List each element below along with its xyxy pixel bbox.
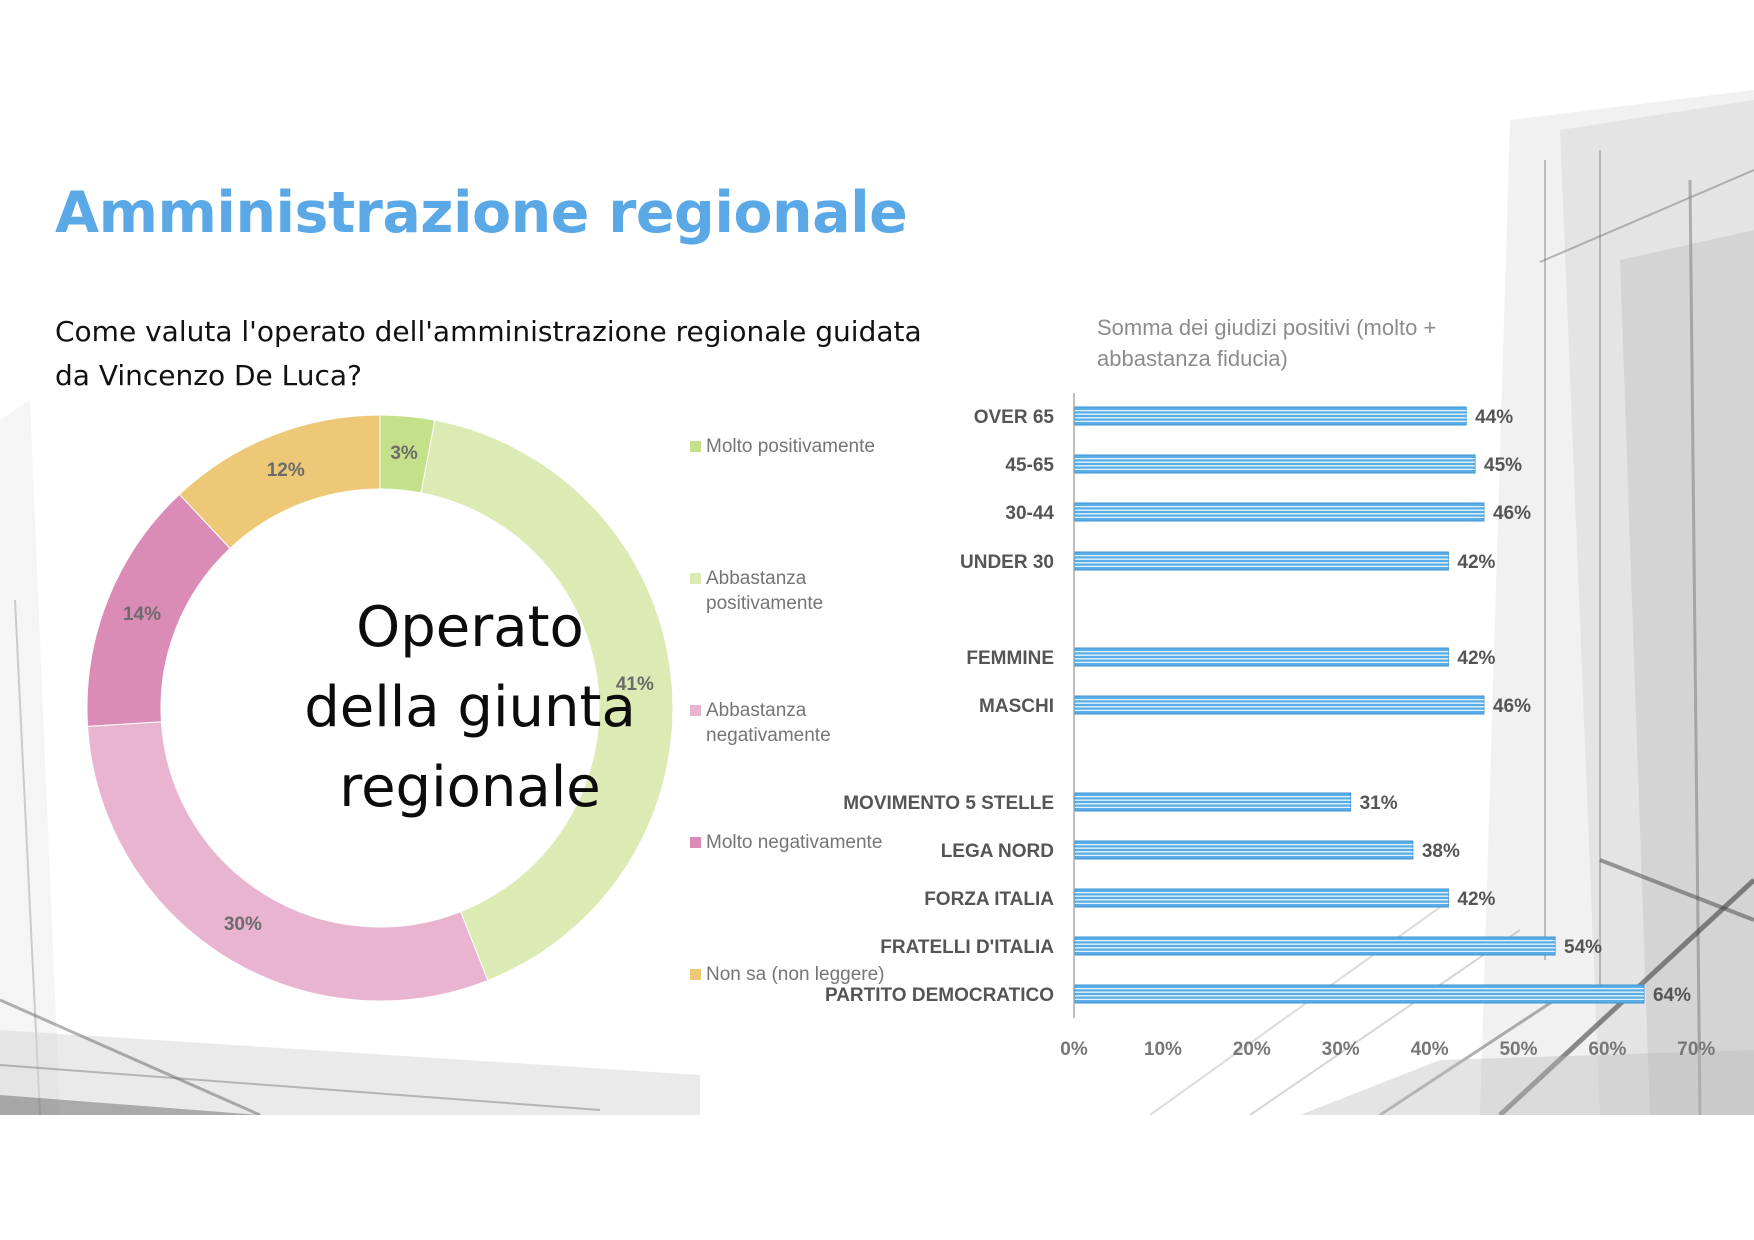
- donut-center-line-2: della giunta: [304, 675, 636, 740]
- background-architecture-image: [0, 90, 1754, 1115]
- donut-legend: Molto positivamente Abbastanza positivam…: [690, 434, 890, 1094]
- bar-x-tick-label: 20%: [1233, 1039, 1271, 1060]
- bar: [1074, 647, 1449, 667]
- bar-data-label: 45%: [1484, 455, 1522, 476]
- legend-item: Molto positivamente: [690, 434, 890, 566]
- bar-x-tick-label: 70%: [1677, 1039, 1715, 1060]
- legend-label: Non sa (non leggere): [706, 964, 885, 985]
- survey-question: Come valuta l'operato dell'amministrazio…: [55, 315, 922, 392]
- donut-data-label: 41%: [616, 674, 654, 695]
- slide: Amministrazione regionale Come valuta l'…: [0, 90, 1754, 1115]
- legend-label: Abbastanza negativamente: [706, 700, 831, 746]
- bar-data-label: 64%: [1653, 985, 1691, 1006]
- legend-item: Abbastanza negativamente: [690, 698, 890, 830]
- bar-data-label: 42%: [1457, 552, 1495, 573]
- bar: [1074, 454, 1476, 474]
- donut-data-label: 12%: [267, 460, 305, 481]
- bar-data-label: 38%: [1422, 841, 1460, 862]
- bar-data-label: 42%: [1457, 648, 1495, 669]
- bar-category-label: FORZA ITALIA: [924, 889, 1054, 910]
- donut-center-line-1: Operato: [356, 595, 584, 660]
- bar-category-label: MOVIMENTO 5 STELLE: [843, 793, 1054, 814]
- legend-item: Molto negativamente: [690, 830, 890, 962]
- bar-chart-title: Somma dei giudizi positivi (molto + abba…: [1097, 315, 1437, 371]
- legend-swatch: [690, 837, 701, 848]
- donut-center-label: Operato della giunta regionale: [260, 588, 680, 848]
- legend-swatch: [690, 441, 701, 452]
- legend-item: Abbastanza positivamente: [690, 566, 890, 698]
- bar-data-label: 46%: [1493, 503, 1531, 524]
- bar-x-tick-label: 40%: [1411, 1039, 1449, 1060]
- bar-x-tick-label: 0%: [1060, 1039, 1088, 1060]
- page-title: Amministrazione regionale: [55, 180, 908, 246]
- bar-category-label: 45-65: [1005, 455, 1054, 476]
- legend-label: Molto negativamente: [706, 832, 883, 853]
- bar-x-tick-label: 10%: [1144, 1039, 1182, 1060]
- bar-category-label: MASCHI: [979, 696, 1054, 717]
- bar: [1074, 984, 1645, 1004]
- donut-data-label: 3%: [390, 443, 418, 464]
- donut-slice: [420, 419, 674, 982]
- bar-category-label: PARTITO DEMOCRATICO: [825, 985, 1054, 1006]
- donut-center-line-3: regionale: [339, 755, 601, 820]
- bar-category-label: FRATELLI D'ITALIA: [880, 937, 1054, 958]
- bar: [1074, 792, 1352, 812]
- bar: [1074, 406, 1467, 426]
- bar-data-label: 42%: [1457, 889, 1495, 910]
- donut-data-label: 14%: [123, 604, 161, 625]
- bar-category-label: 30-44: [1005, 503, 1054, 524]
- bar-x-tick-label: 60%: [1588, 1039, 1626, 1060]
- bar-category-label: OVER 65: [974, 407, 1055, 428]
- donut-chart: 3% 41% 30% 14% 12% Operato della giunta regi…: [80, 408, 680, 1008]
- bar-category-label: FEMMINE: [966, 648, 1054, 669]
- legend-swatch: [690, 705, 701, 716]
- bar-category-label: LEGA NORD: [941, 841, 1054, 862]
- bar-data-label: 46%: [1493, 696, 1531, 717]
- legend-item: Non sa (non leggere): [690, 962, 890, 1094]
- bar-data-label: 54%: [1564, 937, 1602, 958]
- legend-swatch: [690, 969, 701, 980]
- bar: [1074, 936, 1556, 956]
- legend-label: Molto positivamente: [706, 436, 875, 457]
- donut-chart-svg: 3% 41% 30% 14% 12%: [86, 414, 674, 1002]
- bar-data-label: 31%: [1360, 793, 1398, 814]
- legend-label: Abbastanza positivamente: [706, 568, 824, 614]
- bar: [1074, 551, 1449, 571]
- bar: [1074, 695, 1485, 715]
- legend-swatch: [690, 573, 701, 584]
- bar-chart: OVER 65 44% 45-65 45% 30-44 46% UNDER 30 42% FEM…: [825, 393, 1715, 1060]
- bar-x-tick-label: 50%: [1499, 1039, 1537, 1060]
- donut-slice: [87, 721, 489, 1002]
- bar: [1074, 502, 1485, 522]
- bar-category-label: UNDER 30: [960, 552, 1054, 573]
- bar: [1074, 840, 1414, 860]
- bar-x-tick-label: 30%: [1322, 1039, 1360, 1060]
- bar: [1074, 888, 1449, 908]
- donut-slice: [178, 414, 381, 550]
- donut-data-label: 30%: [224, 914, 262, 935]
- bar-data-label: 44%: [1475, 407, 1513, 428]
